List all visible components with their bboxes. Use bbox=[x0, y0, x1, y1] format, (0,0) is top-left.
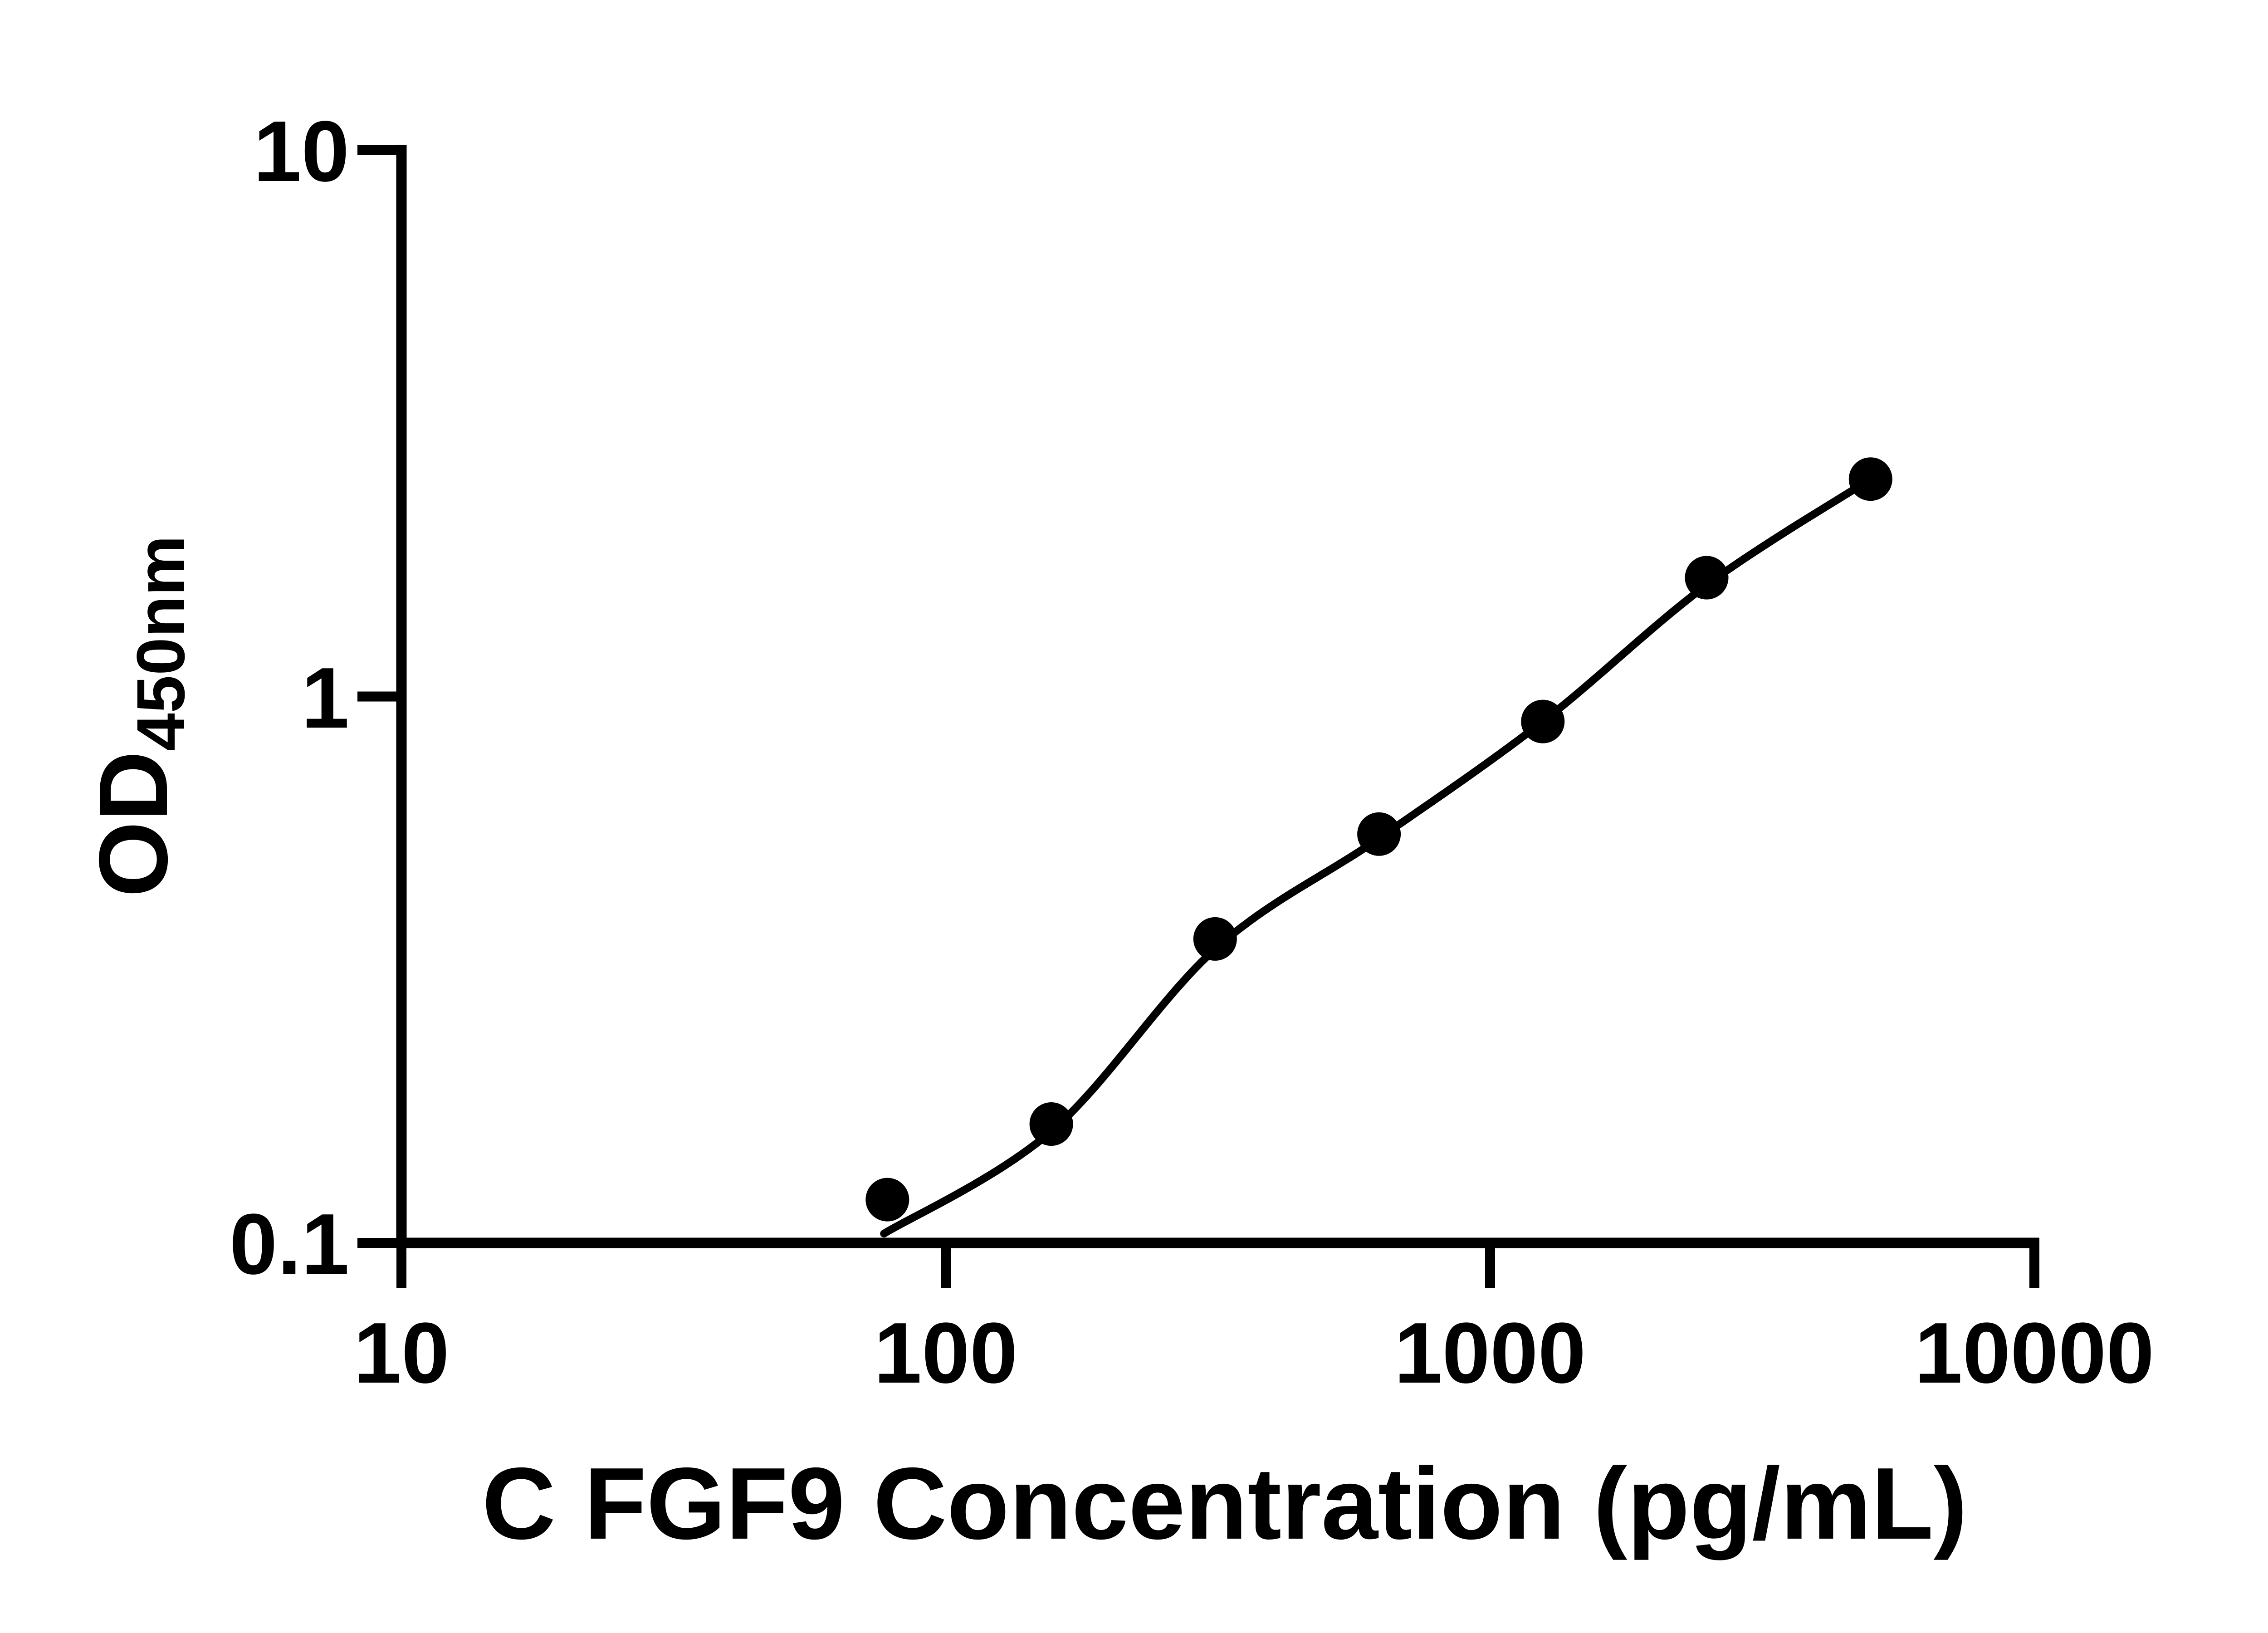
x-tick-label-10: 10 bbox=[353, 1305, 449, 1401]
x-axis-title: C FGF9 Concentration (pg/mL) bbox=[482, 1446, 1968, 1560]
data-point-78.125pg-ml bbox=[865, 1178, 909, 1222]
y-tick-label-0.1: 0.1 bbox=[230, 1196, 349, 1292]
data-point-156.25pg-ml bbox=[1029, 1102, 1073, 1146]
data-point-1250pg-ml bbox=[1521, 699, 1565, 743]
y-tick-label-1: 1 bbox=[301, 650, 349, 746]
y-axis-title-main: OD bbox=[78, 751, 188, 898]
y-axis-title: OD450nm bbox=[78, 535, 199, 897]
y-axis-title-subscript: 450nm bbox=[122, 535, 199, 751]
x-tick-label-10000: 10000 bbox=[1915, 1305, 2154, 1401]
x-tick-label-1000: 1000 bbox=[1394, 1305, 1586, 1401]
x-tick-label-100: 100 bbox=[874, 1305, 1017, 1401]
y-tick-label-10: 10 bbox=[254, 103, 349, 200]
data-point-312.5pg-ml bbox=[1193, 917, 1237, 961]
plot-geometry bbox=[357, 145, 2039, 1288]
data-point-625pg-ml bbox=[1357, 812, 1401, 856]
data-point-5000pg-ml bbox=[1848, 457, 1892, 501]
data-point-2500pg-ml bbox=[1685, 556, 1729, 600]
